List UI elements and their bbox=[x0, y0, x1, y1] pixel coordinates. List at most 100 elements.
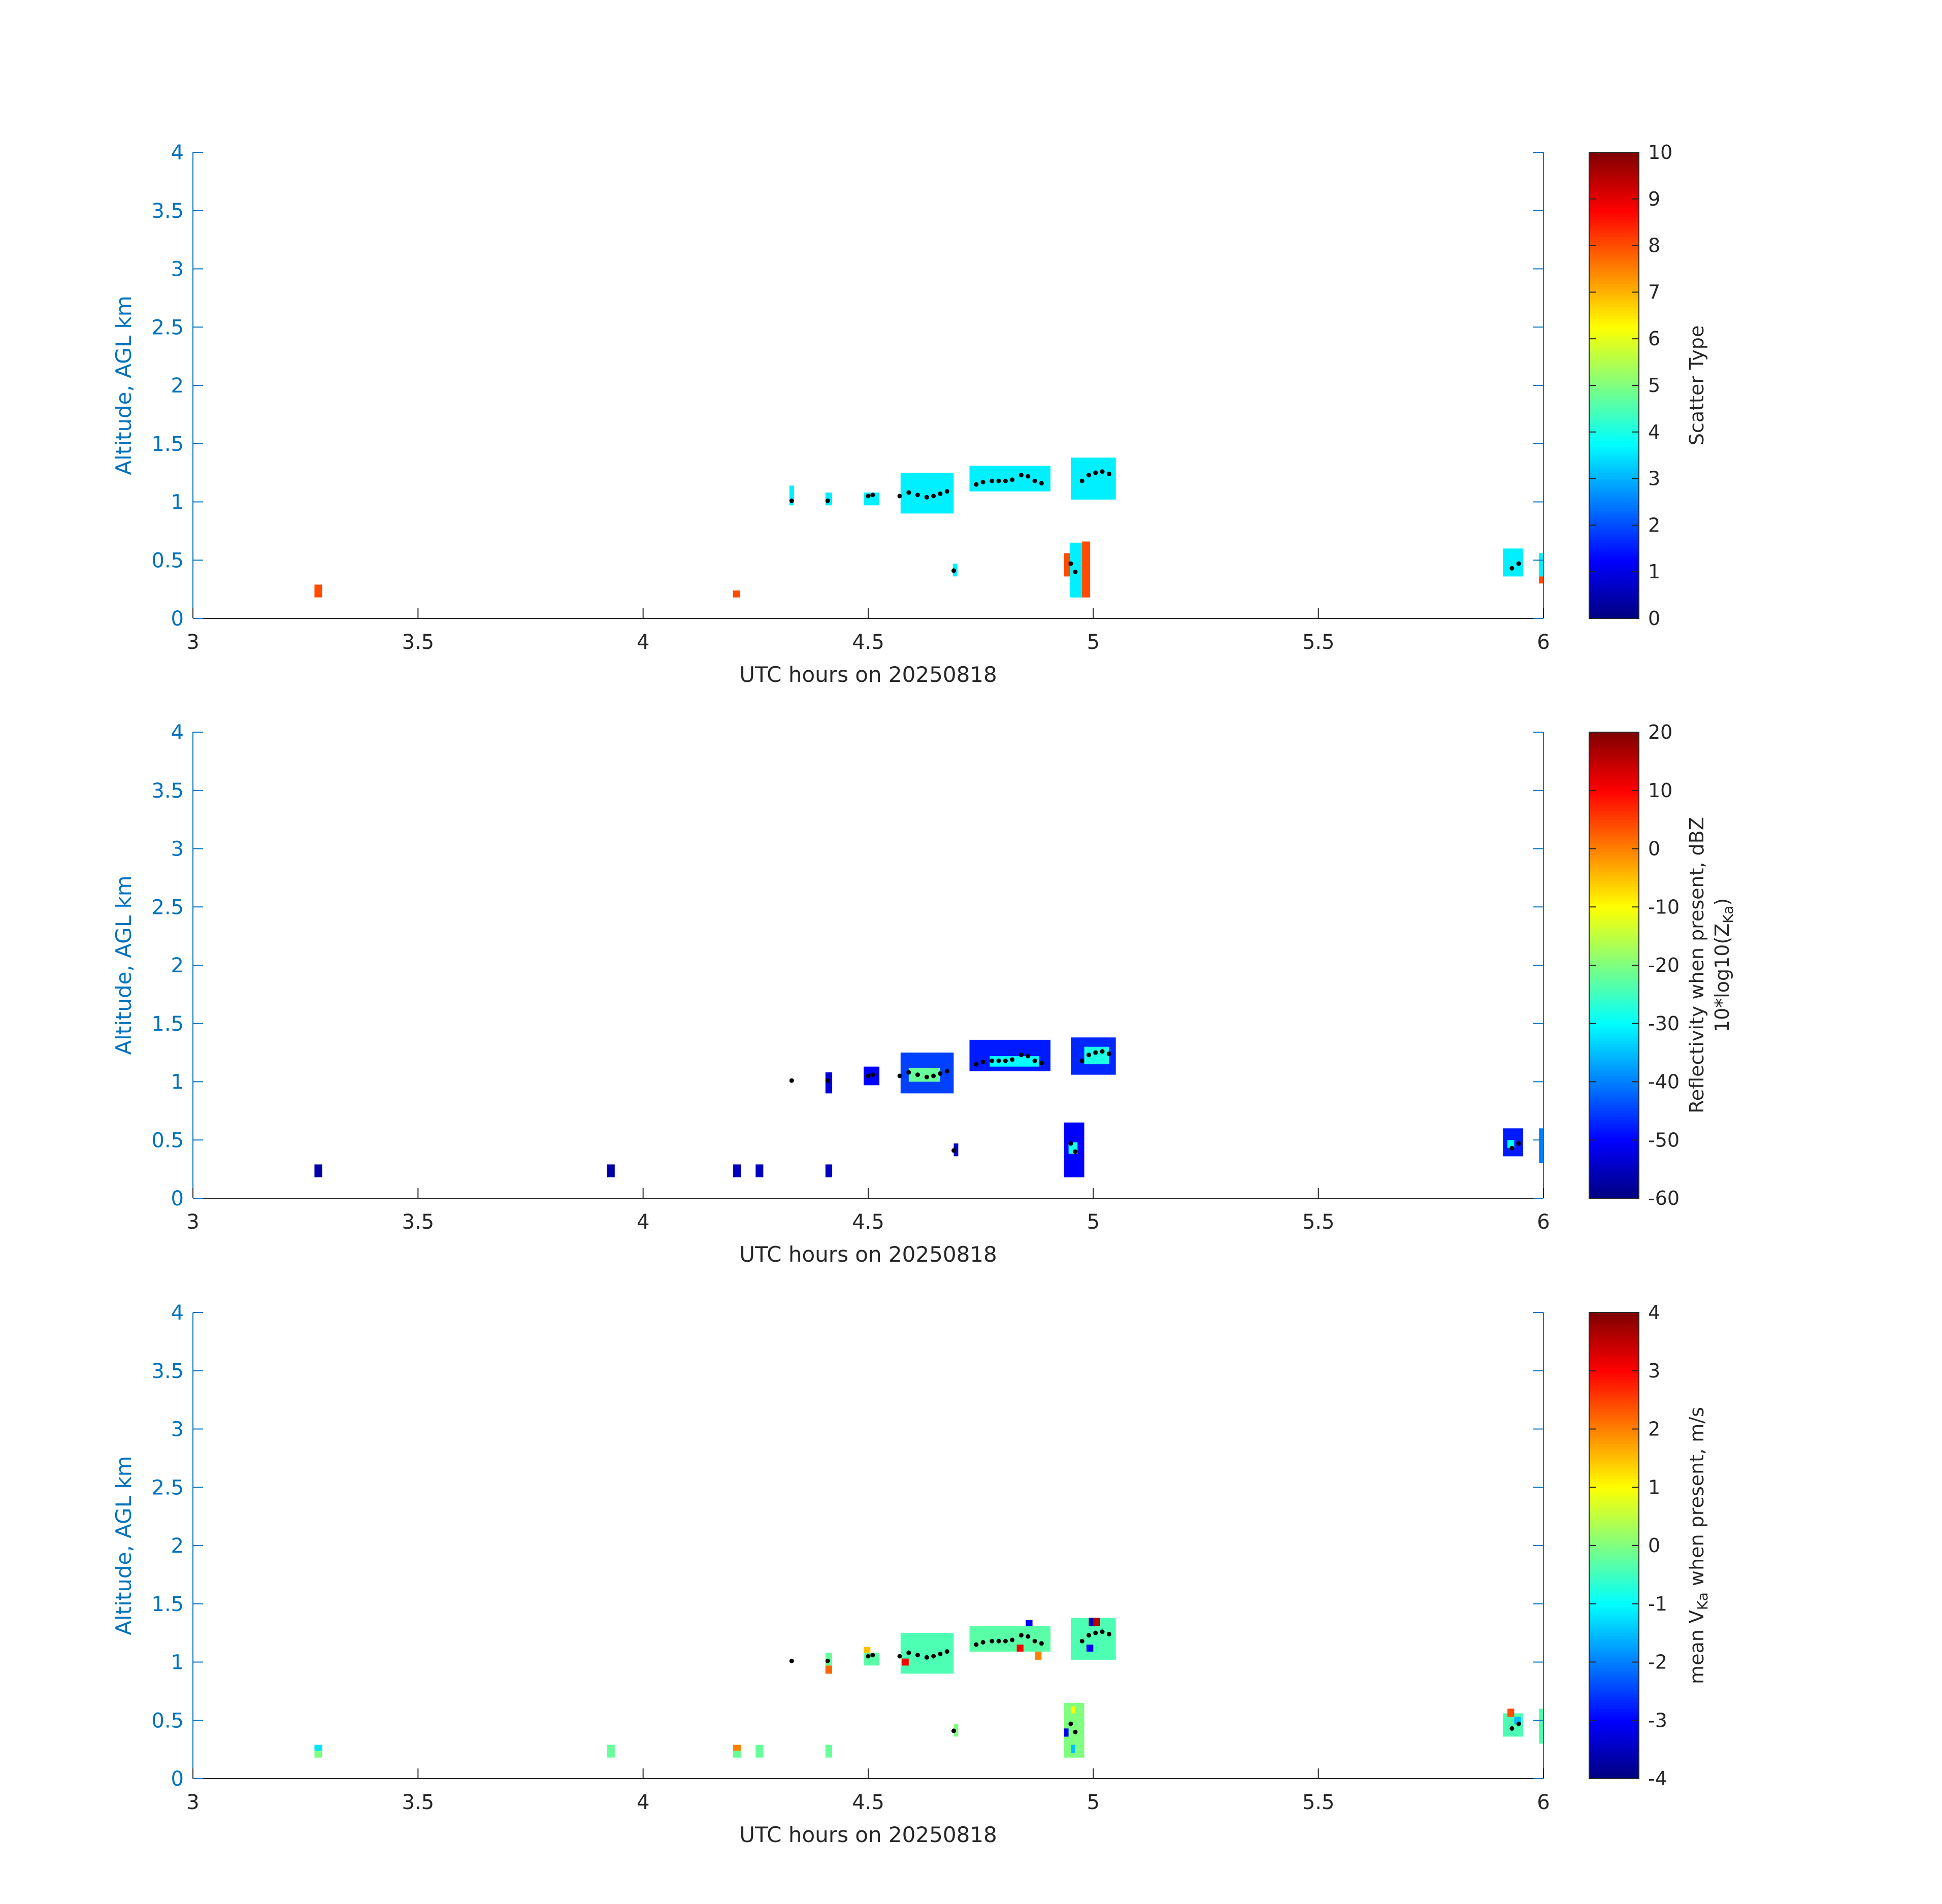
data-point bbox=[870, 1072, 875, 1077]
y-tick-label: 1 bbox=[171, 1651, 184, 1675]
colorbar-band bbox=[1589, 365, 1639, 369]
data-point bbox=[1010, 477, 1015, 482]
colorbar-band bbox=[1589, 1333, 1639, 1336]
x-tick-label: 4.5 bbox=[852, 1210, 884, 1234]
colorbar-band bbox=[1589, 988, 1639, 992]
colorbar-band bbox=[1589, 790, 1639, 794]
data-point bbox=[897, 494, 902, 499]
colorbar-band bbox=[1589, 1058, 1639, 1062]
colorbar-band bbox=[1589, 1432, 1639, 1435]
colorbar-band bbox=[1589, 1405, 1639, 1409]
data-point bbox=[1039, 1061, 1044, 1066]
data-point bbox=[1106, 471, 1111, 476]
colorbar-band bbox=[1589, 816, 1639, 820]
colorbar-band bbox=[1589, 889, 1639, 893]
colorbar-band bbox=[1589, 435, 1639, 438]
data-point bbox=[1106, 1631, 1111, 1636]
scatter-type-colorbar: 0 1 2 3 4 5 6 7 8 9 10 bbox=[1589, 141, 1672, 630]
colorbar-band bbox=[1589, 181, 1639, 185]
colorbar-band bbox=[1589, 840, 1639, 843]
colorbar-band bbox=[1589, 312, 1639, 316]
colorbar-band bbox=[1589, 1702, 1639, 1706]
colorbar-band bbox=[1589, 805, 1639, 808]
colorbar-band bbox=[1589, 1493, 1639, 1497]
colorbar-band bbox=[1589, 1551, 1639, 1555]
colorbar-band bbox=[1589, 1006, 1639, 1009]
colorbar-band bbox=[1589, 1021, 1639, 1024]
colorbar-band bbox=[1589, 1400, 1639, 1403]
reflectivity-x-axis-label: UTC hours on 20250818 bbox=[739, 1242, 997, 1267]
heatmap-cell bbox=[1064, 1728, 1069, 1737]
colorbar-band bbox=[1589, 1568, 1639, 1572]
colorbar-band bbox=[1589, 1449, 1639, 1453]
heatmap-cell bbox=[864, 1647, 871, 1653]
colorbar-band bbox=[1589, 1595, 1639, 1598]
data-point bbox=[789, 1658, 794, 1663]
colorbar-band bbox=[1589, 1598, 1639, 1601]
colorbar-band bbox=[1589, 1653, 1639, 1657]
colorbar-band bbox=[1589, 173, 1639, 176]
data-point bbox=[1032, 1058, 1037, 1063]
colorbar-band bbox=[1589, 1563, 1639, 1566]
colorbar-band bbox=[1589, 513, 1639, 517]
colorbar-band bbox=[1589, 225, 1639, 228]
colorbar-band bbox=[1589, 1659, 1639, 1663]
colorbar-band bbox=[1589, 1180, 1639, 1184]
y-tick-label: 2 bbox=[171, 1534, 184, 1558]
colorbar-band bbox=[1589, 1120, 1639, 1123]
colorbar-band bbox=[1589, 1630, 1639, 1633]
heatmap-cell bbox=[1082, 541, 1091, 598]
colorbar-band bbox=[1589, 1612, 1639, 1616]
colorbar-band bbox=[1589, 510, 1639, 514]
colorbar-tick-label: 6 bbox=[1648, 327, 1660, 350]
colorbar-band bbox=[1589, 936, 1639, 939]
colorbar-band bbox=[1589, 283, 1639, 287]
data-point bbox=[1003, 478, 1008, 483]
colorbar-band bbox=[1589, 478, 1639, 482]
colorbar-tick-label: -50 bbox=[1648, 1129, 1680, 1151]
y-tick-label: 4 bbox=[171, 1301, 184, 1325]
heatmap-cell bbox=[953, 1143, 959, 1157]
colorbar-band bbox=[1589, 295, 1639, 299]
colorbar-band bbox=[1589, 464, 1639, 468]
colorbar-band bbox=[1589, 609, 1639, 613]
colorbar-band bbox=[1589, 158, 1639, 161]
x-tick-label: 4 bbox=[637, 1791, 649, 1814]
colorbar-tick-label: -10 bbox=[1648, 896, 1680, 918]
colorbar-band bbox=[1589, 1452, 1639, 1456]
colorbar-band bbox=[1589, 1152, 1639, 1155]
colorbar-band bbox=[1589, 976, 1639, 980]
colorbar-band bbox=[1589, 863, 1639, 867]
colorbar-band bbox=[1589, 1073, 1639, 1076]
heatmap-cell bbox=[755, 1164, 764, 1177]
colorbar-band bbox=[1589, 1635, 1639, 1639]
colorbar-band bbox=[1589, 1397, 1639, 1400]
y-tick-label: 4 bbox=[171, 721, 184, 744]
colorbar-band bbox=[1589, 1746, 1639, 1750]
data-point bbox=[990, 1638, 995, 1644]
colorbar-band bbox=[1589, 344, 1639, 348]
heatmap-cell bbox=[1507, 1709, 1515, 1717]
colorbar-band bbox=[1589, 883, 1639, 887]
y-tick-label: 2.5 bbox=[151, 316, 184, 339]
heatmap-cell bbox=[825, 1745, 833, 1758]
colorbar-band bbox=[1589, 813, 1639, 817]
x-tick-label: 3.5 bbox=[402, 1791, 435, 1814]
colorbar-band bbox=[1589, 1624, 1639, 1628]
colorbar-tick-label: 5 bbox=[1648, 374, 1660, 397]
colorbar-band bbox=[1589, 423, 1639, 426]
colorbar-band bbox=[1589, 1324, 1639, 1328]
colorbar-band bbox=[1589, 956, 1639, 960]
colorbar-band bbox=[1589, 1499, 1639, 1502]
colorbar-band bbox=[1589, 175, 1639, 179]
colorbar-band bbox=[1589, 385, 1639, 389]
colorbar-band bbox=[1589, 810, 1639, 814]
colorbar-band bbox=[1589, 1009, 1639, 1012]
y-tick-label: 3.5 bbox=[151, 200, 184, 223]
colorbar-band bbox=[1589, 1192, 1639, 1196]
colorbar-band bbox=[1589, 551, 1639, 555]
colorbar-band bbox=[1589, 231, 1639, 235]
colorbar-band bbox=[1589, 438, 1639, 441]
colorbar-band bbox=[1589, 930, 1639, 934]
colorbar-band bbox=[1589, 382, 1639, 386]
